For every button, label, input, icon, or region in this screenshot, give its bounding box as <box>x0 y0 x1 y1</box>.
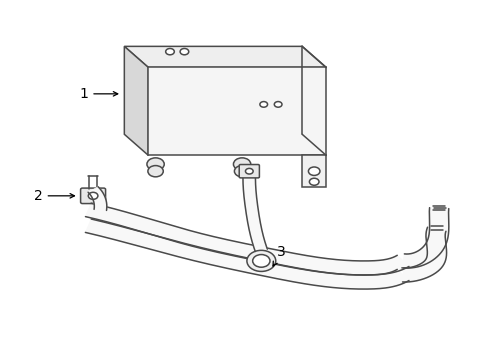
Circle shape <box>309 178 318 185</box>
Polygon shape <box>124 46 148 156</box>
Circle shape <box>180 49 188 55</box>
FancyBboxPatch shape <box>81 188 105 203</box>
Polygon shape <box>243 173 267 252</box>
Polygon shape <box>401 208 448 268</box>
Polygon shape <box>85 219 408 289</box>
Text: 2: 2 <box>34 189 74 203</box>
Circle shape <box>233 158 250 171</box>
Circle shape <box>88 192 98 199</box>
Circle shape <box>234 166 249 177</box>
Polygon shape <box>148 67 325 156</box>
Circle shape <box>274 102 282 107</box>
Circle shape <box>259 102 267 107</box>
Polygon shape <box>88 187 106 211</box>
FancyBboxPatch shape <box>239 165 259 178</box>
Text: 1: 1 <box>79 87 118 101</box>
Circle shape <box>245 168 253 174</box>
Circle shape <box>147 166 163 177</box>
Polygon shape <box>85 203 408 275</box>
Text: 3: 3 <box>272 245 285 266</box>
Polygon shape <box>302 156 325 187</box>
Circle shape <box>165 49 174 55</box>
Circle shape <box>246 250 275 271</box>
Circle shape <box>146 158 164 171</box>
Polygon shape <box>402 227 446 282</box>
Circle shape <box>252 255 269 267</box>
Polygon shape <box>124 46 325 67</box>
Circle shape <box>308 167 319 175</box>
